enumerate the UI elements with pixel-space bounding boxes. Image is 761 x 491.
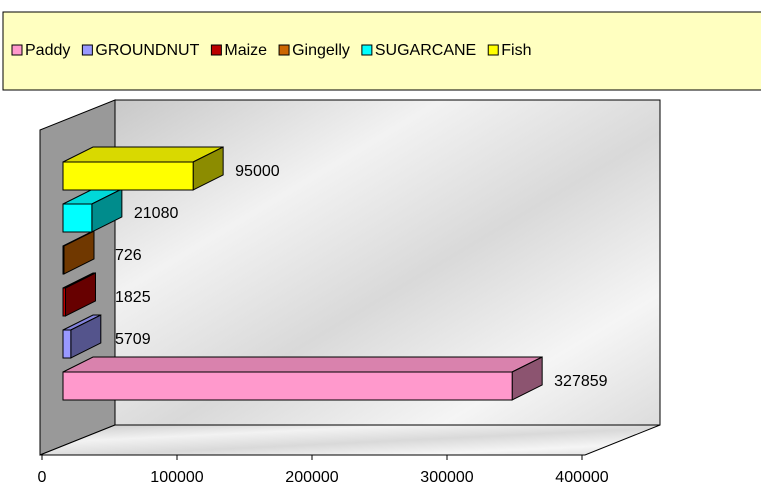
bar-face — [62, 356, 543, 373]
x-tick-label: 400000 — [555, 469, 608, 486]
legend-swatch — [11, 44, 23, 56]
legend-swatch — [361, 44, 373, 56]
bar — [62, 314, 102, 359]
data-label: 5709 — [115, 331, 151, 348]
legend-swatch — [81, 44, 93, 56]
legend-swatch — [487, 44, 499, 56]
x-tick-label: 300000 — [420, 469, 473, 486]
bar-face — [62, 203, 93, 233]
bar — [62, 356, 543, 401]
legend-label: SUGARCANE — [375, 42, 476, 59]
legend-label: Paddy — [25, 42, 70, 59]
legend-box — [2, 11, 761, 91]
x-tick-label: 100000 — [150, 469, 203, 486]
data-label: 726 — [115, 247, 142, 264]
bar-face — [62, 287, 67, 317]
bar — [62, 230, 95, 275]
bar-face — [62, 371, 513, 401]
legend-label: Maize — [224, 42, 267, 59]
data-label: 327859 — [554, 373, 607, 390]
data-label: 95000 — [235, 163, 280, 180]
x-tick-label: 0 — [38, 469, 47, 486]
legend-swatch — [278, 44, 290, 56]
legend-label: GROUNDNUT — [95, 42, 199, 59]
legend-label: Fish — [501, 42, 531, 59]
legend-swatch — [210, 44, 222, 56]
floor — [39, 424, 661, 456]
bar — [62, 272, 97, 317]
x-tick-label: 200000 — [285, 469, 338, 486]
bar-face — [62, 329, 72, 359]
bar — [62, 146, 224, 191]
legend-label: Gingelly — [292, 42, 350, 59]
bar-face — [62, 245, 65, 275]
data-label: 1825 — [115, 289, 151, 306]
data-label: 21080 — [134, 205, 179, 222]
bar-face — [62, 161, 194, 191]
